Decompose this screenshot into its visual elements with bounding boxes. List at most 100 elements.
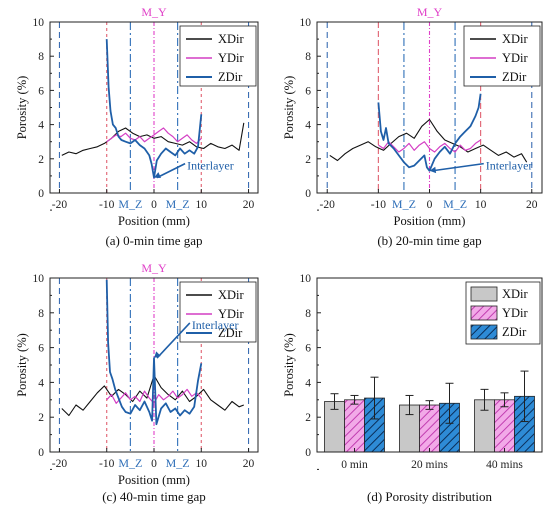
legend-label-ydir: YDir: [218, 51, 245, 65]
y-tick-label: 4: [305, 120, 311, 132]
annotation-arrowhead: [429, 166, 437, 174]
annotation-label: Interlayer: [187, 159, 234, 173]
x-axis-label: Position (mm): [118, 214, 190, 228]
annotation-arrowhead: [154, 351, 161, 359]
x-tick-label: -10: [99, 458, 115, 470]
legend-label-zdir: ZDir: [502, 70, 527, 84]
x-tick-label: -20: [320, 199, 336, 211]
series-line-xdir: [61, 122, 245, 156]
x-tick-label: 0: [151, 458, 157, 470]
series-line-zdir: [105, 279, 203, 426]
x-tick-label: -20: [52, 458, 68, 470]
panel-caption: (a) 0-min time gap: [105, 233, 202, 248]
legend-label-xdir: XDir: [502, 287, 529, 301]
y-tick-label: 10: [300, 273, 312, 285]
x-axis-label: Position (mm): [118, 473, 190, 487]
y-axis-label: Porosity (%): [282, 333, 296, 397]
legend-label-ydir: YDir: [218, 307, 245, 321]
annotation-arrow: [432, 162, 484, 172]
legend-swatch-zdir: [470, 324, 498, 340]
mz-marker-label: M_Z: [118, 456, 142, 470]
panel-caption: (d) Porosity distribution: [367, 489, 492, 504]
y-tick-label: 8: [305, 51, 311, 63]
y-tick-label: 0: [38, 447, 44, 459]
annotation-arrowhead: [154, 172, 161, 178]
annotation-label: Interlayer: [486, 159, 533, 173]
mz-marker-label: M_Z: [166, 197, 190, 211]
series-line-ydir: [106, 388, 202, 404]
mz-marker-label: M_Z: [443, 197, 467, 211]
legend-label-xdir: XDir: [502, 32, 529, 46]
y-tick-label: 10: [33, 273, 45, 285]
my-marker-label: M_Y: [417, 5, 443, 19]
y-tick-label: 4: [38, 120, 44, 132]
y-tick-label: 6: [38, 85, 44, 97]
y-tick-label: 2: [38, 154, 44, 166]
x-tick-label: 20 mins: [411, 459, 448, 471]
x-tick-label: 20: [243, 199, 255, 211]
y-tick-label: 6: [305, 343, 311, 355]
panel-caption: (b) 20-min time gap: [377, 233, 481, 248]
bar-ydir: [344, 399, 365, 453]
y-axis-label: Porosity (%): [15, 76, 29, 140]
x-tick-label: -10: [371, 199, 387, 211]
x-tick-label: -20: [52, 199, 68, 211]
series-line-ydir: [378, 139, 481, 153]
y-tick-label: 2: [305, 154, 311, 166]
mz-marker-label: M_Z: [118, 197, 142, 211]
y-tick-label: 8: [38, 308, 44, 320]
mz-marker-label: M_Z: [166, 456, 190, 470]
x-tick-label: 20: [526, 199, 538, 211]
y-tick-label: 4: [305, 377, 311, 389]
x-tick-label: 0: [151, 199, 157, 211]
panel-caption: (c) 40-min time gap: [102, 489, 206, 504]
annotation-label: Interlayer: [192, 318, 239, 332]
annotation-arrow: [156, 322, 191, 359]
legend-label-xdir: XDir: [218, 32, 245, 46]
y-tick-label: 4: [38, 377, 44, 389]
y-tick-label: 10: [33, 17, 45, 29]
bar-ydir: [419, 404, 440, 453]
my-marker-label: M_Y: [141, 5, 167, 19]
y-tick-label: 2: [38, 412, 44, 424]
my-marker-label: M_Y: [141, 261, 167, 275]
x-tick-label: 40 mins: [486, 459, 523, 471]
legend-swatch-ydir: [470, 305, 498, 321]
x-tick-label: 0 min: [341, 459, 368, 471]
x-tick-label: 10: [196, 458, 208, 470]
y-tick-label: 8: [38, 51, 44, 63]
panel-3: 0 min 20 mins 40 mins 0 2 4 6 8 10 Porosity (%) (d…: [282, 273, 543, 504]
y-axis-label: Porosity (%): [15, 333, 29, 397]
legend-label-xdir: XDir: [218, 288, 245, 302]
legend-label-ydir: YDir: [502, 306, 529, 320]
y-tick-label: 0: [305, 447, 311, 459]
y-tick-label: 0: [38, 188, 44, 200]
x-tick-label: -10: [99, 199, 115, 211]
mz-marker-label: M_Z: [392, 197, 416, 211]
legend-label-ydir: YDir: [502, 51, 529, 65]
series-line-zdir: [105, 39, 203, 179]
y-tick-label: 6: [305, 85, 311, 97]
legend-swatch-xdir: [470, 286, 498, 302]
panel-0: 0 2 4 6 8 10 Porosity (%) -20 -10 0 10 20 M_Z M_Z M_Y P…: [15, 5, 259, 248]
x-tick-label: 10: [475, 199, 487, 211]
x-tick-label: 0: [427, 199, 433, 211]
x-tick-label: 20: [243, 458, 255, 470]
panel-2: 0 2 4 6 8 10 Porosity (%) -20 -10 0 10 20 M_Z M_Z M_Y P…: [15, 261, 259, 504]
legend-label-zdir: ZDir: [502, 325, 527, 339]
y-tick-label: 6: [38, 343, 44, 355]
legend-label-zdir: ZDir: [218, 326, 243, 340]
x-axis-label: Position (mm): [394, 214, 466, 228]
annotation-arrow: [156, 162, 186, 179]
series-line-xdir: [329, 118, 528, 163]
legend-box: [463, 25, 541, 87]
y-tick-label: 0: [305, 188, 311, 200]
x-tick-label: 10: [196, 199, 208, 211]
legend-box: [179, 281, 257, 343]
y-axis-label: Porosity (%): [282, 76, 296, 140]
y-tick-label: 8: [305, 308, 311, 320]
series-line-ydir: [106, 127, 202, 144]
y-tick-label: 10: [300, 17, 312, 29]
